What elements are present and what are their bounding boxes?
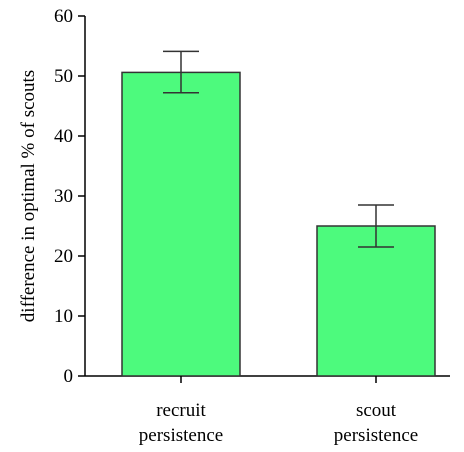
y-tick-label: 0	[64, 366, 74, 387]
y-tick-label: 40	[54, 126, 73, 147]
y-tick-label: 30	[54, 186, 73, 207]
y-tick-label: 50	[54, 66, 73, 87]
bar	[316, 225, 436, 377]
x-category-label: scout persistence	[334, 400, 418, 446]
plot-area: 0 10 20 30 40 50 60 recruit persistence scout pers…	[54, 6, 450, 446]
y-tick-label: 60	[54, 6, 73, 27]
y-tick-label: 10	[54, 306, 73, 327]
bar	[121, 71, 241, 377]
x-category-label: recruit persistence	[139, 400, 223, 446]
y-tick-label: 20	[54, 246, 73, 267]
y-axis-title: difference in optimal % of scouts	[18, 70, 39, 322]
